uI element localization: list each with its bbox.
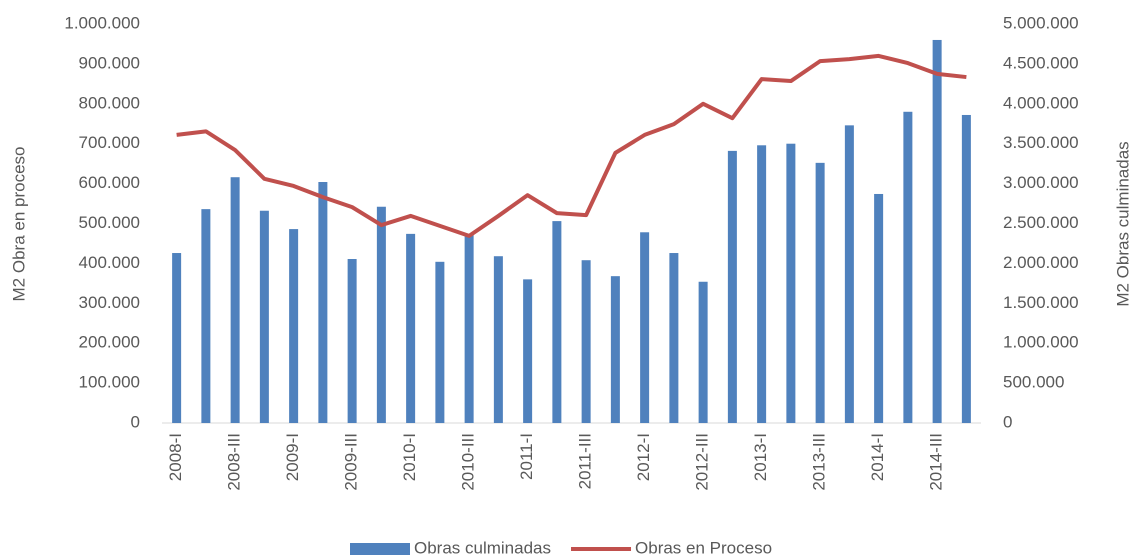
x-tick-label: 2009-III xyxy=(342,433,361,491)
bar xyxy=(932,39,942,424)
x-tick-label: 2014-III xyxy=(927,433,946,491)
y2-tick-label: 0 xyxy=(1003,412,1012,431)
bar xyxy=(289,229,299,423)
x-tick-label: 2010-III xyxy=(459,433,478,491)
bar xyxy=(640,232,650,423)
bar xyxy=(406,233,416,423)
x-tick-label: 2013-III xyxy=(810,433,829,491)
y2-tick-label: 3.000.000 xyxy=(1003,173,1079,192)
x-tick-label: 2010-I xyxy=(400,433,419,481)
bar xyxy=(552,221,562,423)
x-tick-label: 2012-III xyxy=(693,433,712,491)
bar xyxy=(464,234,474,423)
legend-label: Obras en Proceso xyxy=(635,538,772,557)
bar xyxy=(610,276,620,423)
bar xyxy=(523,279,533,423)
y-tick-label: 700.000 xyxy=(79,133,140,152)
y2-tick-label: 1.000.000 xyxy=(1003,333,1079,352)
y-tick-label: 600.000 xyxy=(79,173,140,192)
bar xyxy=(493,256,503,423)
bar xyxy=(903,111,913,423)
x-tick-label: 2008-I xyxy=(166,433,185,481)
bar xyxy=(318,182,328,423)
bar xyxy=(230,177,240,423)
legend-swatch xyxy=(350,543,410,555)
y-tick-label: 800.000 xyxy=(79,93,140,112)
y2-tick-label: 4.500.000 xyxy=(1003,53,1079,72)
bar xyxy=(698,281,708,423)
y2-axis-title: M2 Obras culminadas xyxy=(1113,141,1132,306)
bar xyxy=(815,162,825,424)
bar xyxy=(786,143,796,423)
y-tick-label: 500.000 xyxy=(79,213,140,232)
bar xyxy=(172,253,182,423)
y-tick-label: 200.000 xyxy=(79,333,140,352)
bar xyxy=(961,114,971,424)
y2-tick-label: 4.000.000 xyxy=(1003,93,1079,112)
y-tick-label: 0 xyxy=(131,412,140,431)
x-tick-label: 2014-I xyxy=(868,433,887,481)
bar xyxy=(581,260,591,423)
y2-tick-label: 5.000.000 xyxy=(1003,13,1079,32)
y-tick-label: 1.000.000 xyxy=(64,13,140,32)
bar xyxy=(727,150,737,423)
y2-tick-label: 500.000 xyxy=(1003,373,1064,392)
y-axis-title: M2 Obra en proceso xyxy=(9,147,28,302)
x-tick-label: 2008-III xyxy=(225,433,244,491)
y-tick-label: 300.000 xyxy=(79,293,140,312)
y2-tick-label: 2.500.000 xyxy=(1003,213,1079,232)
line xyxy=(176,53,967,238)
bar xyxy=(259,210,269,423)
bar xyxy=(201,209,211,423)
x-tick-label: 2012-I xyxy=(634,433,653,481)
bar xyxy=(376,206,386,423)
bar xyxy=(435,261,445,423)
y2-tick-label: 1.500.000 xyxy=(1003,293,1079,312)
y-tick-label: 400.000 xyxy=(79,253,140,272)
x-tick-label: 2009-I xyxy=(283,433,302,481)
bar xyxy=(874,193,884,423)
y2-tick-label: 3.500.000 xyxy=(1003,133,1079,152)
y-tick-label: 100.000 xyxy=(79,373,140,392)
bar xyxy=(347,259,357,423)
y2-tick-label: 2.000.000 xyxy=(1003,253,1079,272)
bar xyxy=(669,253,679,423)
bar xyxy=(757,145,767,423)
x-tick-label: 2011-III xyxy=(576,433,595,489)
legend-label: Obras culminadas xyxy=(414,538,551,557)
x-tick-label: 2013-I xyxy=(751,433,770,481)
bar xyxy=(844,125,854,423)
x-tick-label: 2011-I xyxy=(517,433,536,480)
y-tick-label: 900.000 xyxy=(79,53,140,72)
